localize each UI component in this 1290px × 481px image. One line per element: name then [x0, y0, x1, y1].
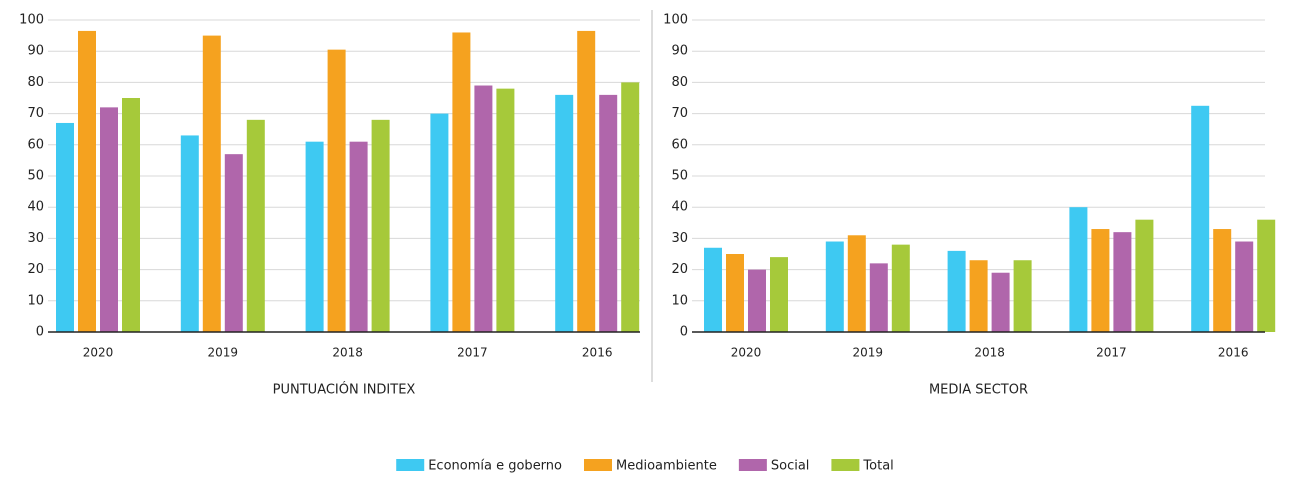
bar: [969, 260, 988, 332]
bar: [726, 254, 744, 332]
bar: [180, 135, 199, 332]
y-tick-label: 70: [27, 106, 44, 121]
legend-label: Social: [771, 459, 810, 474]
legend-label: Total: [862, 459, 893, 474]
y-tick-label: 50: [27, 169, 44, 184]
y-tick-label: 60: [671, 137, 688, 152]
bar: [1235, 241, 1254, 332]
bar: [991, 272, 1010, 332]
x-tick-label: 2020: [731, 346, 762, 360]
y-tick-label: 40: [27, 200, 44, 215]
x-tick-label: 2016: [582, 346, 613, 360]
bar: [555, 94, 574, 332]
legend-label: Medioambiente: [616, 459, 717, 474]
x-tick-label: 2017: [1096, 346, 1127, 360]
x-tick-label: 2018: [974, 346, 1005, 360]
bar: [825, 241, 844, 332]
bar: [599, 94, 618, 332]
bar: [869, 263, 888, 332]
y-tick-label: 50: [671, 169, 688, 184]
bar: [305, 141, 324, 332]
y-tick-label: 30: [671, 231, 688, 246]
bar: [1113, 232, 1132, 332]
bar: [1013, 260, 1032, 332]
y-tick-label: 0: [36, 325, 44, 340]
bar: [202, 35, 221, 332]
x-tick-label: 2018: [332, 346, 363, 360]
bar: [122, 98, 140, 332]
y-tick-label: 20: [27, 262, 44, 277]
y-tick-label: 60: [27, 137, 44, 152]
x-tick-label: 2019: [853, 346, 884, 360]
y-tick-label: 20: [671, 262, 688, 277]
bar: [349, 141, 368, 332]
bar: [452, 32, 471, 332]
bar: [1091, 229, 1110, 332]
bar: [621, 82, 640, 333]
y-tick-label: 0: [680, 325, 688, 340]
bar: [748, 269, 766, 332]
x-tick-label: 2019: [208, 346, 239, 360]
y-tick-label: 80: [671, 75, 688, 90]
y-tick-label: 10: [671, 293, 688, 308]
legend-swatch: [396, 459, 425, 471]
bar: [1069, 207, 1088, 332]
y-tick-label: 100: [19, 13, 44, 28]
y-tick-label: 40: [671, 200, 688, 215]
bar: [947, 250, 966, 332]
bar: [1257, 219, 1276, 332]
bar: [891, 244, 910, 332]
bar: [474, 85, 493, 333]
y-tick-label: 80: [27, 75, 44, 90]
x-tick-label: 2016: [1218, 346, 1249, 360]
y-tick-label: 90: [671, 44, 688, 59]
legend-swatch: [831, 459, 860, 471]
x-tick-label: 2017: [457, 346, 488, 360]
bar: [770, 257, 788, 332]
x-axis-label: MEDIA SECTOR: [929, 383, 1028, 398]
y-tick-label: 30: [27, 231, 44, 246]
x-axis-label: PUNTUACIÓN INDITEX: [273, 382, 416, 398]
bar: [56, 122, 74, 333]
bar: [78, 30, 96, 332]
bar: [246, 119, 265, 332]
y-tick-label: 70: [671, 106, 688, 121]
bar: [847, 235, 866, 332]
bar: [430, 113, 449, 332]
legend-swatch: [584, 459, 612, 471]
bar: [327, 49, 346, 332]
bar: [224, 154, 243, 332]
bar: [577, 30, 596, 332]
bar: [1191, 105, 1210, 332]
legend-label: Economía e goberno: [428, 459, 562, 474]
bar: [1213, 229, 1232, 332]
y-tick-label: 100: [663, 13, 688, 28]
bar: [704, 247, 722, 332]
bar: [496, 88, 515, 332]
y-tick-label: 10: [27, 293, 44, 308]
bar: [1135, 219, 1154, 332]
y-tick-label: 90: [27, 44, 44, 59]
x-tick-label: 2020: [83, 346, 114, 360]
legend-swatch: [738, 459, 767, 471]
bar: [371, 119, 390, 332]
bar: [100, 107, 118, 332]
